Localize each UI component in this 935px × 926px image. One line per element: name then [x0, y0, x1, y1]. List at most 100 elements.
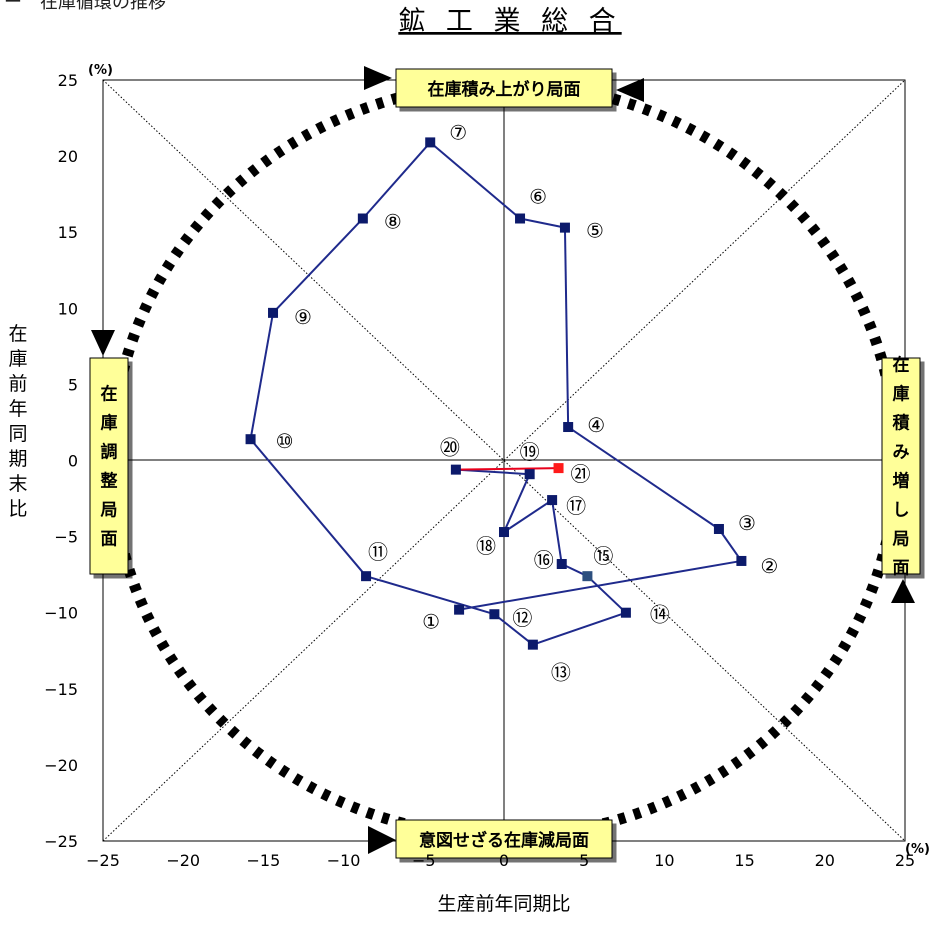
y-unit-label: (%)	[88, 63, 113, 78]
point-label: ④	[587, 413, 605, 437]
diagonal-y-eq-x	[102, 79, 906, 842]
arrow-bottom-right	[368, 826, 396, 854]
series-marker	[489, 609, 500, 620]
series-segment	[249, 438, 367, 577]
y-tick-label: 15	[58, 223, 78, 242]
x-tick-label: −25	[86, 851, 120, 870]
series-segment	[493, 613, 534, 646]
series-segment	[532, 611, 627, 646]
series-segment	[586, 575, 627, 614]
point-label: ⑰	[566, 494, 586, 518]
y-tick-label: −5	[54, 528, 78, 547]
series-marker	[736, 555, 747, 566]
point-label: ⑬	[551, 661, 571, 685]
point-label: ⑳	[440, 436, 460, 460]
arrow-left-down	[91, 330, 115, 356]
series-segment	[503, 473, 531, 533]
y-tick-label: 10	[58, 299, 78, 318]
series-segment	[519, 217, 566, 229]
series-segment	[567, 426, 720, 530]
series-marker	[527, 639, 538, 650]
series-marker	[620, 607, 631, 618]
series-marker	[559, 222, 570, 233]
x-unit-label: (%)	[905, 842, 930, 857]
arrow-right-up	[891, 579, 915, 603]
series-segment	[272, 217, 364, 314]
point-label: ⑥	[529, 185, 547, 209]
series-segment-latest	[455, 467, 559, 471]
point-label: ③	[738, 511, 756, 535]
series-marker	[361, 571, 372, 582]
phase-label-right: 在庫積み増し局面	[893, 355, 911, 579]
x-tick-label: −20	[166, 851, 200, 870]
series-marker	[425, 137, 436, 148]
y-tick-label: −15	[44, 680, 78, 699]
series-segment	[362, 141, 431, 220]
series-marker	[553, 463, 564, 474]
series-segment	[365, 575, 495, 616]
point-label: ⑫	[512, 606, 532, 630]
arrow-top-right	[616, 78, 644, 102]
series-marker	[524, 469, 535, 480]
point-label: ⑤	[586, 219, 604, 243]
point-label: ⑭	[650, 603, 670, 627]
phase-label-left: 在庫調整局面	[101, 384, 118, 550]
phase-box-right	[881, 357, 921, 575]
series-marker	[268, 307, 279, 318]
series-segment	[503, 499, 553, 533]
y-tick-label: 5	[68, 375, 78, 394]
series-marker	[357, 213, 368, 224]
series-marker	[245, 434, 256, 445]
y-axis-label: 在庫前年同期末比	[8, 323, 28, 520]
point-label: ⑮	[593, 544, 613, 568]
phase-label-top: 在庫積み上がり局面	[428, 79, 581, 100]
point-label: ㉑	[571, 462, 591, 486]
x-tick-label: −15	[247, 851, 281, 870]
series-segment	[563, 227, 570, 428]
diagonal-y-eq-neg-x	[102, 79, 906, 842]
point-label: ⑱	[476, 534, 496, 558]
phase-box-top	[395, 68, 613, 108]
phase-label-bottom: 意図せざる在庫減局面	[419, 830, 589, 851]
point-label: ⑧	[384, 210, 402, 234]
series-segment	[551, 499, 563, 565]
series-segment	[718, 528, 743, 562]
arrow-top-left	[364, 66, 392, 90]
point-label: ②	[760, 554, 778, 578]
series-marker	[515, 213, 526, 224]
x-tick-label: 0	[499, 851, 509, 870]
x-tick-label: 20	[815, 851, 835, 870]
x-tick-label: −10	[327, 851, 361, 870]
series-marker	[582, 571, 593, 582]
point-label: ⑦	[449, 120, 467, 144]
x-tick-label: −5	[412, 851, 436, 870]
chart-title: 鉱 工 業 総 合	[398, 6, 621, 37]
x-tick-label: 25	[895, 851, 915, 870]
y-tick-label: 25	[58, 71, 78, 90]
point-label: ⑩	[276, 429, 294, 453]
y-tick-label: −25	[44, 832, 78, 851]
series-marker	[556, 558, 567, 569]
series-marker	[547, 495, 558, 506]
series-segment	[429, 141, 521, 220]
series-segment	[249, 312, 275, 440]
x-tick-label: 15	[734, 851, 754, 870]
series-marker	[563, 422, 574, 433]
series-marker	[499, 527, 509, 538]
x-tick-label: 5	[579, 851, 589, 870]
x-tick-label: 10	[654, 851, 674, 870]
header-fragment: ー 在庫循環の推移	[4, 0, 166, 13]
point-label: ⑲	[520, 440, 540, 464]
phase-box-left	[89, 357, 129, 575]
point-label: ⑨	[294, 305, 312, 329]
y-tick-label: 20	[58, 147, 78, 166]
series-segment	[458, 559, 742, 611]
point-label: ⑯	[534, 548, 554, 572]
phase-box-bottom	[395, 819, 613, 859]
x-axis-label: 生産前年同期比	[437, 893, 570, 915]
y-tick-label: −20	[44, 756, 78, 775]
series-marker	[713, 523, 724, 534]
y-tick-label: 0	[68, 452, 78, 471]
series-marker	[454, 604, 465, 615]
